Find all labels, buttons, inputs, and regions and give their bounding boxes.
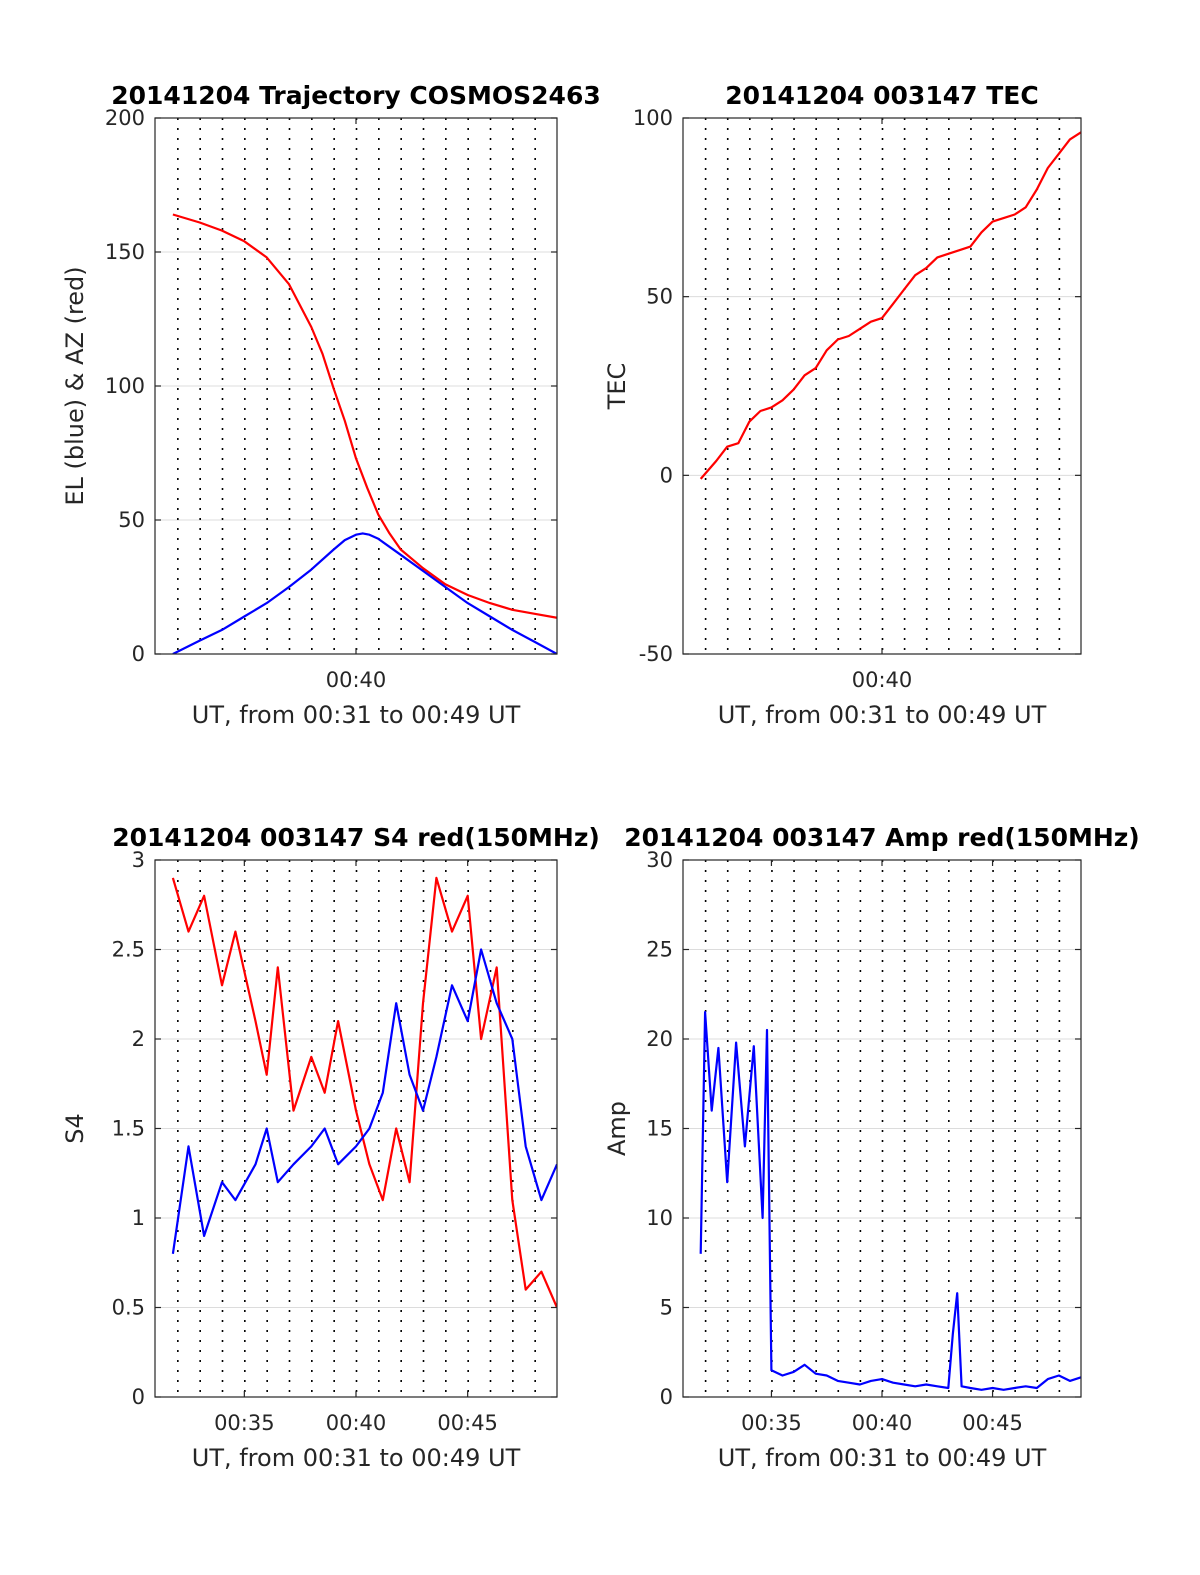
y-tick-label: 20: [646, 1027, 673, 1051]
chart-panel-1: 0 50 100 150 200 00:40 20141204 Trajectory COS…: [61, 81, 601, 729]
x-axis-label: UT, from 00:31 to 00:49 UT: [718, 1444, 1047, 1472]
x-tick-label: 00:40: [852, 1411, 913, 1435]
y-tick-label: 0.5: [112, 1296, 145, 1320]
y-tick-label: 100: [105, 374, 145, 398]
y-tick-label: 10: [646, 1206, 673, 1230]
y-tick-label: 50: [118, 508, 145, 532]
x-tick-label: 00:40: [326, 668, 387, 692]
series-line-el: [172, 532, 557, 654]
y-tick-label: 1: [132, 1206, 145, 1230]
y-tick-label: 30: [646, 848, 673, 872]
series-line-amp: [699, 1010, 1081, 1391]
x-tick-label: 00:40: [326, 1411, 387, 1435]
y-tick-label: 1.5: [112, 1117, 145, 1141]
y-tick-label: 2.5: [112, 938, 145, 962]
x-tick-label: 00:35: [741, 1411, 802, 1435]
y-tick-label: 0: [132, 1385, 145, 1409]
y-tick-label: 5: [660, 1296, 673, 1320]
chart-panel-4: 0 5 10 15 20 25 30 00:35 00:40 00:45 20141204 0031…: [603, 823, 1140, 1472]
y-tick-label: 25: [646, 938, 673, 962]
y-tick-label: 100: [633, 106, 673, 130]
y-tick-label: 200: [105, 106, 145, 130]
x-axis-label: UT, from 00:31 to 00:49 UT: [192, 1444, 521, 1472]
y-tick-label: 3: [132, 848, 145, 872]
y-axis-label: S4: [61, 1113, 89, 1144]
y-tick-label: 0: [132, 642, 145, 666]
y-tick-label: 50: [646, 285, 673, 309]
x-tick-label: 00:40: [852, 668, 913, 692]
y-tick-label: 2: [132, 1027, 145, 1051]
chart-title: 20141204 003147 TEC: [725, 81, 1038, 110]
y-axis-label: Amp: [603, 1101, 631, 1156]
chart-title: 20141204 003147 S4 red(150MHz): [112, 823, 600, 852]
series-line-az: [172, 213, 557, 619]
y-tick-label: 0: [660, 463, 673, 487]
series-line-s4-red: [171, 876, 557, 1308]
series-line-tec: [699, 131, 1081, 480]
x-tick-label: 00:45: [962, 1411, 1023, 1435]
y-tick-label: -50: [639, 642, 673, 666]
y-tick-label: 0: [660, 1385, 673, 1409]
x-tick-label: 00:35: [214, 1411, 275, 1435]
x-tick-label: 00:45: [437, 1411, 498, 1435]
y-axis-label: TEC: [603, 363, 631, 411]
y-tick-label: 150: [105, 240, 145, 264]
chart-panel-3: 0 0.5 1 1.5 2 2.5 3 00:35 00:40 00:45 20141204 003…: [61, 823, 600, 1472]
x-axis-label: UT, from 00:31 to 00:49 UT: [192, 701, 521, 729]
chart-title: 20141204 003147 Amp red(150MHz): [624, 823, 1140, 852]
x-axis-label: UT, from 00:31 to 00:49 UT: [718, 701, 1047, 729]
chart-title: 20141204 Trajectory COSMOS2463: [111, 81, 601, 110]
y-tick-label: 15: [646, 1117, 673, 1141]
chart-panel-2: -50 0 50 100 00:40 20141204 003147 TEC UT, fro…: [603, 81, 1082, 729]
y-axis-label: EL (blue) & AZ (red): [61, 266, 89, 505]
